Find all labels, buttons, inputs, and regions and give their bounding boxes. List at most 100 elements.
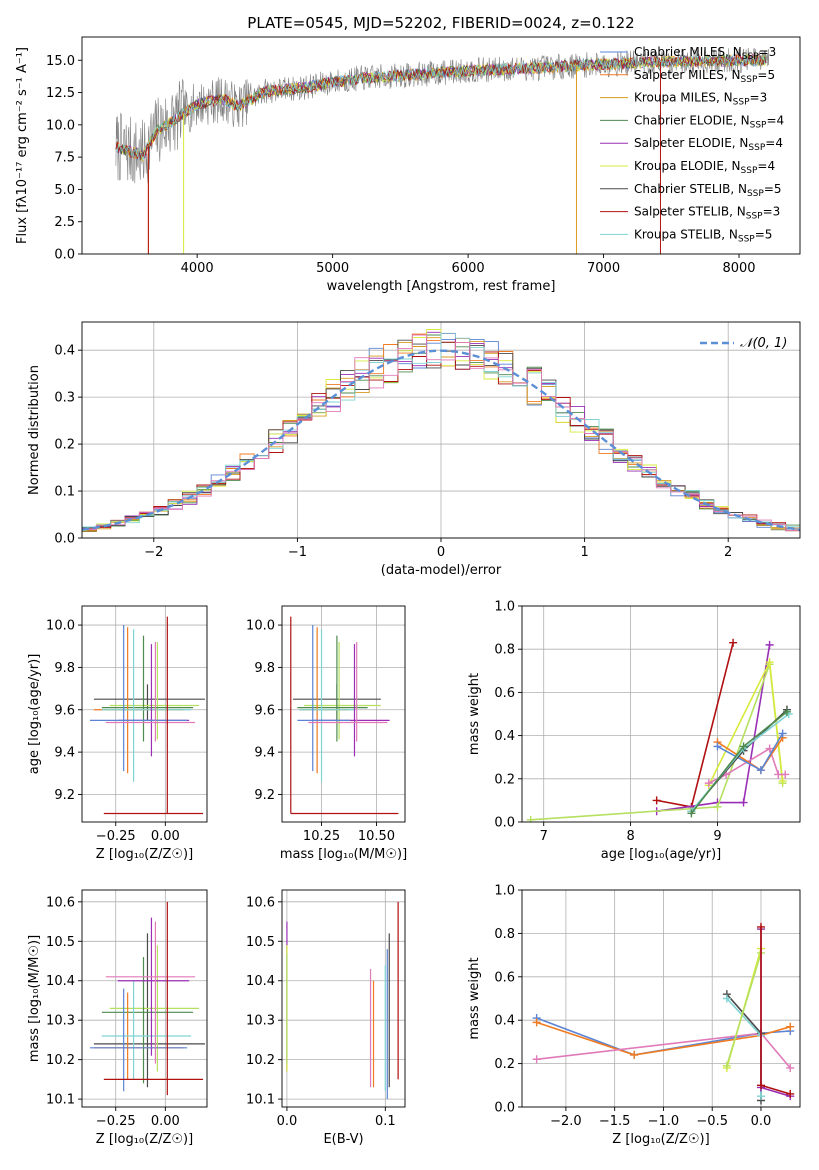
mass-vs-ebv-panel: 0.0 0.1 10.1 10.2 10.3 10.4 10.5 10.6 E(B-V)	[246, 889, 406, 1147]
error-bar-point	[308, 642, 388, 742]
weight-series	[652, 638, 738, 811]
y-tick-label: 0.0	[494, 1101, 515, 1116]
y-tick-label: 5.0	[54, 183, 75, 198]
weight-vs-z-panel: −2.0 −1.5 −1.0 −0.5 0.0 0.0 0.2 0.4 0.6 0.8 1.0 Z […	[467, 884, 801, 1147]
legend-text: Kroupa MILES, N	[634, 91, 733, 105]
weight-series	[756, 922, 795, 1098]
normal-curve	[82, 349, 800, 531]
grid-lines	[82, 606, 207, 822]
legend-text: Salpeter STELIB, N	[634, 205, 746, 219]
y-tick-label: 0.6	[494, 970, 515, 985]
weight-line	[656, 644, 771, 812]
x-tick-label: 8000	[722, 261, 755, 276]
y-tick-label: 0.6	[494, 686, 515, 701]
legend-subscript: SSP	[750, 120, 767, 130]
grid-lines	[282, 606, 405, 822]
x-tick-label: 10.25	[303, 829, 340, 844]
y-tick-label: 10.3	[46, 1014, 75, 1029]
y-tick-label: 0.8	[494, 927, 515, 942]
y-tick-label: 10.0	[46, 619, 75, 634]
error-bar-point	[109, 945, 200, 1072]
error-bar-point	[299, 627, 348, 774]
x-tick-label: −0.25	[96, 1114, 136, 1129]
error-bar-point	[89, 988, 188, 1092]
plot-area	[89, 901, 206, 1096]
error-bar-point	[101, 980, 192, 1080]
legend-subscript: SSP	[741, 166, 758, 176]
x-tick-label: −0.5	[696, 1114, 728, 1129]
x-tick-label: −1.0	[648, 1114, 680, 1129]
weight-marker	[786, 1022, 795, 1031]
x-tick-label: 9	[713, 829, 721, 844]
x-tick-label: 1	[580, 545, 588, 560]
weight-vs-age-panel: 7 8 9 0.0 0.2 0.4 0.6 0.8 1.0 age [log₁₀(age/yr)]…	[467, 600, 801, 862]
x-tick-label: 0.0	[751, 1114, 772, 1129]
weight-series	[687, 707, 791, 818]
grid-lines	[522, 889, 800, 1108]
legend-subscript: SSP	[747, 189, 764, 199]
weight-line	[536, 1021, 791, 1056]
x-axis-label: Z [log₁₀(Z/Z☉)]	[96, 847, 193, 862]
x-tick-label: −2.0	[550, 1114, 582, 1129]
x-axis-label: wavelength [Angstrom, rest frame]	[327, 279, 556, 294]
weight-marker	[765, 640, 774, 649]
y-tick-label: 0.4	[494, 1014, 515, 1029]
residuals-panel: −2 −1 0 1 2 0.0 0.1 0.2 0.3 0.4 (data-model)/error…	[27, 321, 801, 578]
legend-text: Kroupa STELIB, N	[634, 227, 738, 241]
y-tick-label: 2.5	[54, 215, 75, 230]
error-bar-point	[117, 917, 190, 1056]
legend-suffix: =3	[759, 45, 777, 59]
legend-subscript: SSP	[742, 52, 759, 62]
y-tick-label: 9.8	[54, 661, 75, 676]
weight-series	[713, 729, 787, 775]
weight-marker	[532, 1055, 541, 1064]
x-tick-label: 7000	[587, 261, 620, 276]
weight-series	[652, 640, 774, 816]
legend-entry: Kroupa MILES, NSSP=3	[634, 91, 767, 108]
x-axis-label: Z [log₁₀(Z/Z☉)]	[96, 1132, 193, 1147]
plot-area	[286, 901, 399, 1100]
x-tick-label: 6000	[452, 261, 485, 276]
y-tick-label: 10.1	[46, 1093, 75, 1108]
residual-histogram	[82, 334, 800, 532]
error-bar-point	[93, 627, 184, 774]
y-tick-label: 0.0	[494, 816, 515, 831]
legend-text: Salpeter ELODIE, N	[634, 136, 748, 150]
weight-marker	[526, 815, 535, 822]
y-tick-label: 10.4	[46, 974, 75, 989]
legend-suffix: =3	[750, 91, 768, 105]
legend-entry: Kroupa ELODIE, NSSP=4	[634, 159, 775, 176]
weight-line	[760, 926, 791, 1095]
weight-marker	[782, 707, 791, 716]
error-bar-point	[93, 933, 206, 1088]
x-axis-label: (data-model)/error	[381, 563, 502, 578]
weight-line	[726, 952, 762, 1067]
y-tick-label: 0.0	[54, 248, 75, 263]
weight-line	[656, 642, 734, 808]
weight-marker	[722, 1061, 731, 1070]
error-bar-point	[103, 616, 204, 815]
legend-suffix: =4	[757, 159, 775, 173]
error-bar-point	[89, 625, 188, 772]
weight-marker	[729, 638, 738, 647]
y-axis-label: mass weight	[467, 673, 482, 755]
legend-subscript: SSP	[733, 98, 750, 108]
y-tick-label: 9.4	[54, 746, 75, 761]
weight-marker	[778, 776, 787, 785]
x-tick-label: −2	[144, 545, 163, 560]
x-tick-label: −1.5	[599, 1114, 631, 1129]
y-axis-label: Normed distribution	[27, 365, 42, 495]
legend-entry: Salpeter STELIB, NSSP=3	[634, 205, 780, 222]
y-tick-label: 9.8	[254, 661, 275, 676]
error-bar-point	[109, 642, 200, 740]
x-tick-label: 0.1	[375, 1114, 396, 1129]
axes-frame	[81, 605, 208, 823]
y-tick-label: 9.2	[254, 788, 275, 803]
legend-entry: Kroupa STELIB, NSSP=5	[634, 227, 772, 244]
y-tick-label: 10.5	[46, 935, 75, 950]
legend-suffix: =5	[755, 227, 773, 241]
legend-text: Chabrier MILES, N	[634, 45, 742, 59]
legend-suffix: =4	[765, 136, 783, 150]
weight-marker	[687, 809, 696, 818]
